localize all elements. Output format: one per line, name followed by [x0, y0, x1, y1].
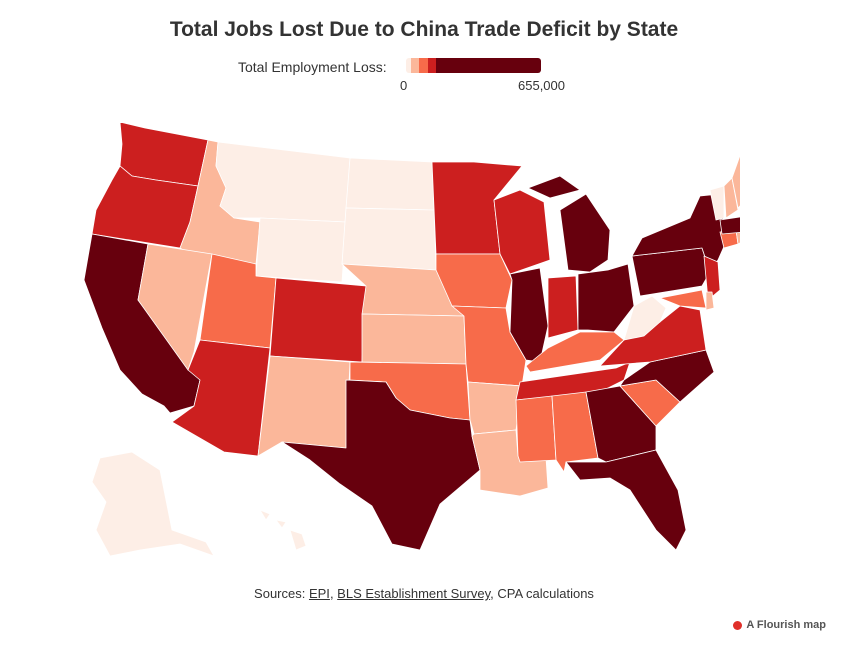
state-me[interactable]: [731, 136, 740, 209]
state-la[interactable]: [471, 429, 549, 497]
sources-suffix: , CPA calculations: [490, 586, 594, 601]
state-sd[interactable]: [341, 207, 437, 271]
legend-max-label: 655,000: [518, 78, 565, 93]
epi-link[interactable]: EPI: [308, 586, 330, 601]
state-az[interactable]: [171, 339, 271, 457]
flourish-credit-text: A Flourish map: [746, 619, 826, 631]
state-nm[interactable]: [257, 355, 351, 457]
state-va[interactable]: [599, 305, 707, 367]
state-mi[interactable]: [527, 175, 611, 273]
sources-prefix: Sources:: [254, 586, 309, 601]
state-ri[interactable]: [735, 229, 740, 245]
state-wy[interactable]: [255, 217, 347, 283]
state-wi[interactable]: [493, 189, 551, 275]
legend-swatch-5: [435, 58, 541, 73]
legend: Total Employment Loss: 0 655,000: [0, 58, 848, 94]
state-ar[interactable]: [467, 381, 523, 435]
state-oh[interactable]: [577, 263, 635, 333]
legend-swatch-1: [406, 58, 412, 73]
flourish-credit[interactable]: A Flourish map: [733, 619, 826, 631]
state-ak[interactable]: [91, 451, 215, 557]
bls-link[interactable]: BLS Establishment Survey: [337, 586, 491, 601]
map-title: Total Jobs Lost Due to China Trade Defic…: [169, 18, 679, 41]
us-map: [83, 121, 740, 557]
state-fl[interactable]: [565, 449, 687, 551]
state-in[interactable]: [547, 275, 579, 339]
legend-swatch-3: [419, 58, 428, 73]
legend-swatch-2: [411, 58, 420, 73]
flourish-logo-icon: [733, 620, 743, 630]
state-ms[interactable]: [515, 395, 557, 463]
sources: Sources: EPI, BLS Establishment Survey, …: [0, 586, 848, 601]
state-nd[interactable]: [345, 157, 435, 211]
sources-separator: ,: [329, 586, 338, 601]
state-hi[interactable]: [259, 509, 307, 551]
state-de[interactable]: [705, 291, 715, 311]
state-nj[interactable]: [703, 255, 721, 301]
state-wv[interactable]: [623, 295, 667, 341]
state-nv[interactable]: [137, 243, 213, 371]
legend-label: Total Employment Loss:: [238, 59, 387, 75]
state-pa[interactable]: [631, 247, 711, 297]
state-ny[interactable]: [631, 193, 727, 273]
state-ky[interactable]: [525, 331, 625, 373]
state-tx[interactable]: [281, 379, 481, 551]
state-ma[interactable]: [719, 216, 740, 235]
state-ks[interactable]: [361, 313, 467, 365]
state-nh[interactable]: [723, 177, 739, 219]
legend-swatch-4: [427, 58, 436, 73]
legend-min-label: 0: [400, 78, 408, 93]
state-vt[interactable]: [709, 185, 725, 221]
state-mt[interactable]: [215, 141, 351, 223]
state-co[interactable]: [269, 277, 367, 363]
legend-color-bar: [406, 58, 541, 73]
state-md[interactable]: [659, 289, 707, 309]
